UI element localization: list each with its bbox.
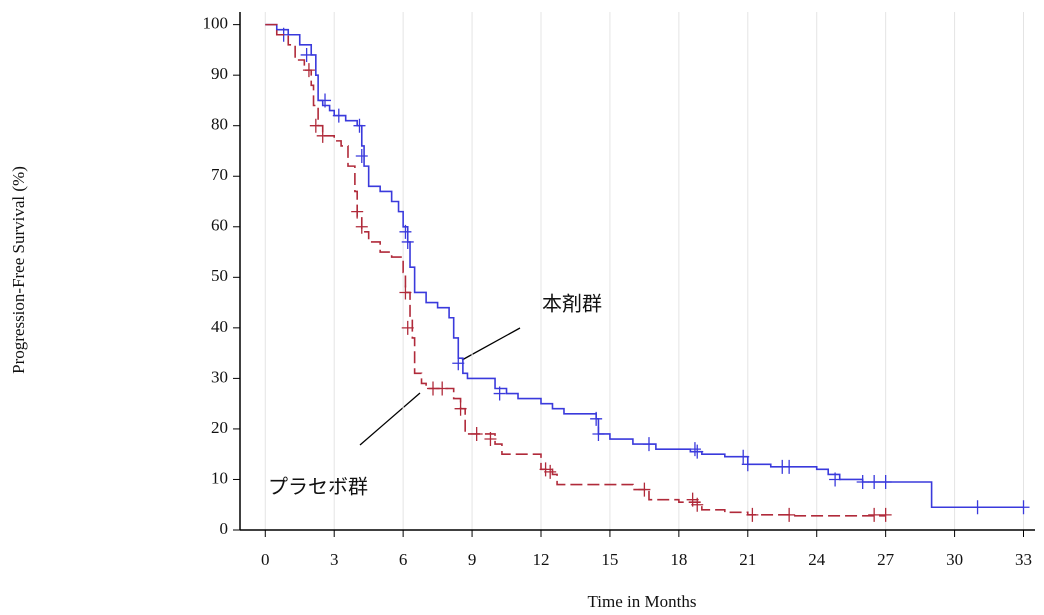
censor-mark xyxy=(737,449,750,464)
censor-mark xyxy=(590,411,603,426)
x-tick-label: 24 xyxy=(808,550,826,569)
censor-mark xyxy=(856,474,869,489)
x-tick-label: 33 xyxy=(1015,550,1032,569)
y-tick-label: 20 xyxy=(211,418,228,437)
annotation-leader xyxy=(359,392,421,446)
censor-mark xyxy=(401,234,414,249)
survival-curve xyxy=(265,23,1024,509)
censor-mark xyxy=(300,47,313,62)
x-tick-label: 9 xyxy=(468,550,477,569)
x-tick-label: 18 xyxy=(670,550,687,569)
censor-mark xyxy=(351,204,364,219)
y-tick-label: 40 xyxy=(211,317,228,336)
x-axis-label: Time in Months xyxy=(588,592,697,611)
censor-mark xyxy=(302,63,315,78)
censor-mark xyxy=(353,118,366,133)
censor-mark xyxy=(484,432,497,447)
censor-mark xyxy=(688,442,701,457)
y-tick-label: 80 xyxy=(211,115,228,134)
y-tick-label: 90 xyxy=(211,64,228,83)
censor-mark xyxy=(401,320,414,335)
censor-mark xyxy=(868,474,881,489)
annotation-leader xyxy=(461,327,521,361)
censor-mark xyxy=(691,444,704,459)
censor-mark xyxy=(971,500,984,515)
x-tick-label: 15 xyxy=(601,550,618,569)
censor-mark xyxy=(592,426,605,441)
y-tick-label: 50 xyxy=(211,266,228,285)
censor-mark xyxy=(746,507,759,522)
censor-mark xyxy=(879,507,892,522)
x-tick-label: 6 xyxy=(399,550,408,569)
y-tick-label: 10 xyxy=(211,468,228,487)
series-annotation: プラセボ群 xyxy=(268,475,368,499)
y-tick-label: 70 xyxy=(211,165,228,184)
censor-mark xyxy=(355,149,368,164)
x-tick-label: 0 xyxy=(261,550,270,569)
y-tick-label: 0 xyxy=(220,519,229,538)
censor-mark xyxy=(399,224,412,239)
censor-mark xyxy=(829,472,842,487)
x-tick-label: 21 xyxy=(739,550,756,569)
x-tick-label: 12 xyxy=(532,550,549,569)
censor-mark xyxy=(309,118,322,133)
y-tick-label: 30 xyxy=(211,367,228,386)
censor-mark xyxy=(470,426,483,441)
x-tick-label: 27 xyxy=(877,550,895,569)
series-annotation: 本剤群 xyxy=(542,292,602,316)
y-tick-label: 100 xyxy=(203,14,229,33)
censor-mark xyxy=(454,401,467,416)
censor-mark xyxy=(436,381,449,396)
censor-mark xyxy=(355,219,368,234)
x-tick-label: 3 xyxy=(330,550,339,569)
censor-mark xyxy=(452,356,465,371)
y-axis-label: Progression-Free Survival (%) xyxy=(9,166,28,374)
censor-mark xyxy=(691,497,704,512)
x-tick-label: 30 xyxy=(946,550,963,569)
censor-mark xyxy=(332,108,345,123)
survival-curve xyxy=(265,23,886,517)
censor-mark xyxy=(493,386,506,401)
censor-mark xyxy=(868,507,881,522)
censor-mark xyxy=(544,464,557,479)
censor-mark xyxy=(642,437,655,452)
censor-mark xyxy=(783,507,796,522)
censor-mark xyxy=(1017,500,1030,515)
censor-mark xyxy=(741,457,754,472)
y-tick-label: 60 xyxy=(211,216,228,235)
censor-mark xyxy=(638,482,651,497)
censor-mark xyxy=(316,128,329,143)
censor-mark xyxy=(783,459,796,474)
censor-mark xyxy=(319,93,332,108)
censor-mark xyxy=(879,474,892,489)
censor-mark xyxy=(399,285,412,300)
